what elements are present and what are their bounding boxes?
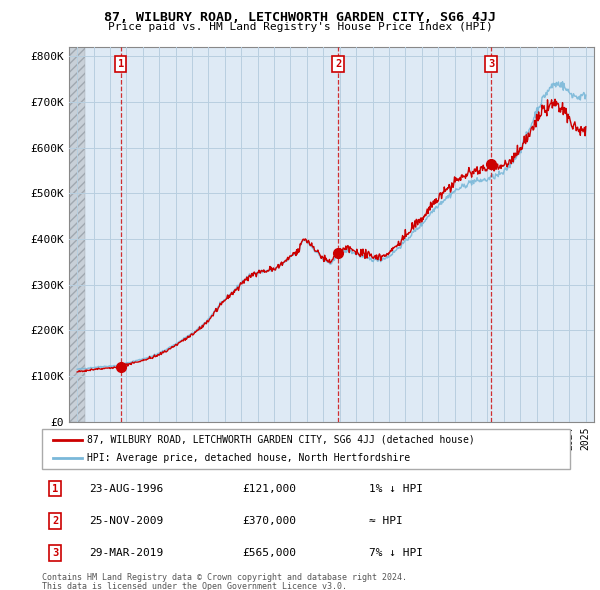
Text: ≈ HPI: ≈ HPI bbox=[370, 516, 403, 526]
Text: HPI: Average price, detached house, North Hertfordshire: HPI: Average price, detached house, Nort… bbox=[87, 453, 410, 463]
Text: £370,000: £370,000 bbox=[242, 516, 296, 526]
Text: Contains HM Land Registry data © Crown copyright and database right 2024.: Contains HM Land Registry data © Crown c… bbox=[42, 573, 407, 582]
Text: 2: 2 bbox=[52, 516, 58, 526]
Text: 7% ↓ HPI: 7% ↓ HPI bbox=[370, 548, 424, 558]
Text: 3: 3 bbox=[52, 548, 58, 558]
Text: 1: 1 bbox=[52, 484, 58, 494]
Text: 1% ↓ HPI: 1% ↓ HPI bbox=[370, 484, 424, 494]
Text: 1: 1 bbox=[118, 59, 124, 69]
Text: This data is licensed under the Open Government Licence v3.0.: This data is licensed under the Open Gov… bbox=[42, 582, 347, 590]
Text: 87, WILBURY ROAD, LETCHWORTH GARDEN CITY, SG6 4JJ: 87, WILBURY ROAD, LETCHWORTH GARDEN CITY… bbox=[104, 11, 496, 24]
Text: 2: 2 bbox=[335, 59, 341, 69]
FancyBboxPatch shape bbox=[42, 429, 570, 469]
Text: 3: 3 bbox=[488, 59, 494, 69]
Text: Price paid vs. HM Land Registry's House Price Index (HPI): Price paid vs. HM Land Registry's House … bbox=[107, 22, 493, 32]
Text: 23-AUG-1996: 23-AUG-1996 bbox=[89, 484, 164, 494]
Text: £121,000: £121,000 bbox=[242, 484, 296, 494]
Text: 87, WILBURY ROAD, LETCHWORTH GARDEN CITY, SG6 4JJ (detached house): 87, WILBURY ROAD, LETCHWORTH GARDEN CITY… bbox=[87, 435, 475, 445]
Text: 25-NOV-2009: 25-NOV-2009 bbox=[89, 516, 164, 526]
Text: £565,000: £565,000 bbox=[242, 548, 296, 558]
Text: 29-MAR-2019: 29-MAR-2019 bbox=[89, 548, 164, 558]
